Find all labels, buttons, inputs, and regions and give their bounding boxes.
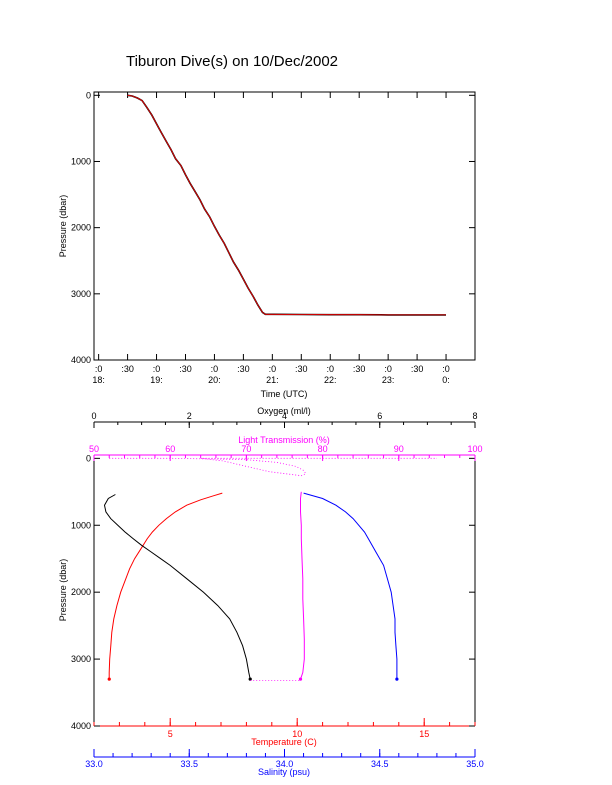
oxygen-tick-label: 6 — [377, 411, 382, 421]
salinity-tick-label: 35.0 — [466, 759, 484, 769]
top-ytick-label: 1000 — [71, 156, 91, 166]
light-tick-label: 100 — [467, 444, 482, 454]
top-xtick-hour: 19: — [150, 375, 163, 385]
salinity-axis-label: Salinity (psu) — [258, 767, 310, 777]
salinity-bottom-point — [395, 677, 399, 681]
top-xtick-minute: :0 — [269, 364, 277, 374]
salinity-tick-label: 34.0 — [276, 759, 294, 769]
top-xtick-hour: 22: — [324, 375, 337, 385]
top-xtick-minute: :0 — [95, 364, 103, 374]
profile-ytick-label: 2000 — [71, 587, 91, 597]
top-ytick-label: 0 — [86, 90, 91, 100]
top-xtick-minute: :30 — [411, 364, 424, 374]
top-plot-frame — [93, 91, 476, 361]
oxygen-tick-label: 0 — [91, 411, 96, 421]
top-ylabel: Pressure (dbar) — [58, 195, 68, 258]
light-tick-label: 70 — [241, 444, 251, 454]
salinity-tick-label: 34.5 — [371, 759, 389, 769]
salinity-profile-line — [303, 492, 398, 680]
profile-ytick-label: 0 — [86, 453, 91, 463]
salinity-tick-label: 33.0 — [85, 759, 103, 769]
oxygen-tick-label: 4 — [282, 411, 287, 421]
top-xtick-hour: 21: — [266, 375, 279, 385]
dive-pressure-trace — [127, 94, 446, 316]
time-pressure-panel: 0 1000 2000 3000 4000 :0 :30 :0 :30 :0 :30 :0 :30 :0:… — [58, 90, 476, 399]
temperature-tick-label: 10 — [292, 729, 302, 739]
light-bottom-point — [298, 677, 303, 681]
top-xtick-minute: :30 — [121, 364, 134, 374]
top-xtick-minute: :0 — [211, 364, 219, 374]
oxygen-profile-line — [103, 494, 251, 680]
salinity-tick-label: 33.5 — [180, 759, 198, 769]
dive-pressure-trace-shadow — [127, 94, 446, 316]
top-ytick-label: 2000 — [71, 223, 91, 233]
top-xtick-hour: 18: — [92, 375, 105, 385]
top-xtick-hour: 0: — [442, 375, 450, 385]
light-profile-line — [300, 491, 305, 680]
profile-ytick-label: 4000 — [71, 721, 91, 731]
oxygen-tick-label: 2 — [187, 411, 192, 421]
oxygen-tick-label: 8 — [472, 411, 477, 421]
profile-ylabel: Pressure (dbar) — [58, 559, 68, 622]
top-xtick-minute: :0 — [153, 364, 161, 374]
top-xlabel: Time (UTC) — [261, 389, 308, 399]
oxygen-bottom-point — [248, 677, 252, 681]
temperature-tick-label: 15 — [419, 729, 429, 739]
profile-ytick-label: 1000 — [71, 520, 91, 530]
chart-title: Tiburon Dive(s) on 10/Dec/2002 — [126, 53, 338, 70]
top-xtick-minute: :0 — [442, 364, 450, 374]
light-axis-label: Light Transmission (%) — [238, 435, 330, 445]
profile-panel: Oxygen (ml/l) Light Transmission (%) Tem… — [58, 406, 484, 777]
light-tick-label: 90 — [394, 444, 404, 454]
top-xtick-minute: :30 — [353, 364, 366, 374]
top-xtick-minute: :30 — [295, 364, 308, 374]
top-xtick-hour: 20: — [208, 375, 221, 385]
temperature-axis-label: Temperature (C) — [251, 737, 317, 747]
temperature-bottom-point — [107, 677, 111, 681]
top-ytick-label: 4000 — [71, 355, 91, 365]
top-xtick-minute: :30 — [237, 364, 250, 374]
light-tick-label: 60 — [165, 444, 175, 454]
light-tick-label: 50 — [89, 444, 99, 454]
temperature-profile-line — [108, 492, 223, 680]
top-xtick-hour: 23: — [382, 375, 395, 385]
light-profile-line — [109, 457, 437, 477]
light-tick-label: 80 — [318, 444, 328, 454]
oxygen-axis-label: Oxygen (ml/l) — [257, 406, 311, 416]
top-ytick-label: 3000 — [71, 289, 91, 299]
temperature-tick-label: 5 — [168, 729, 173, 739]
top-xtick-minute: :30 — [179, 364, 192, 374]
top-xtick-minute: :0 — [326, 364, 334, 374]
top-xtick-minute: :0 — [384, 364, 392, 374]
profile-ytick-label: 3000 — [71, 654, 91, 664]
